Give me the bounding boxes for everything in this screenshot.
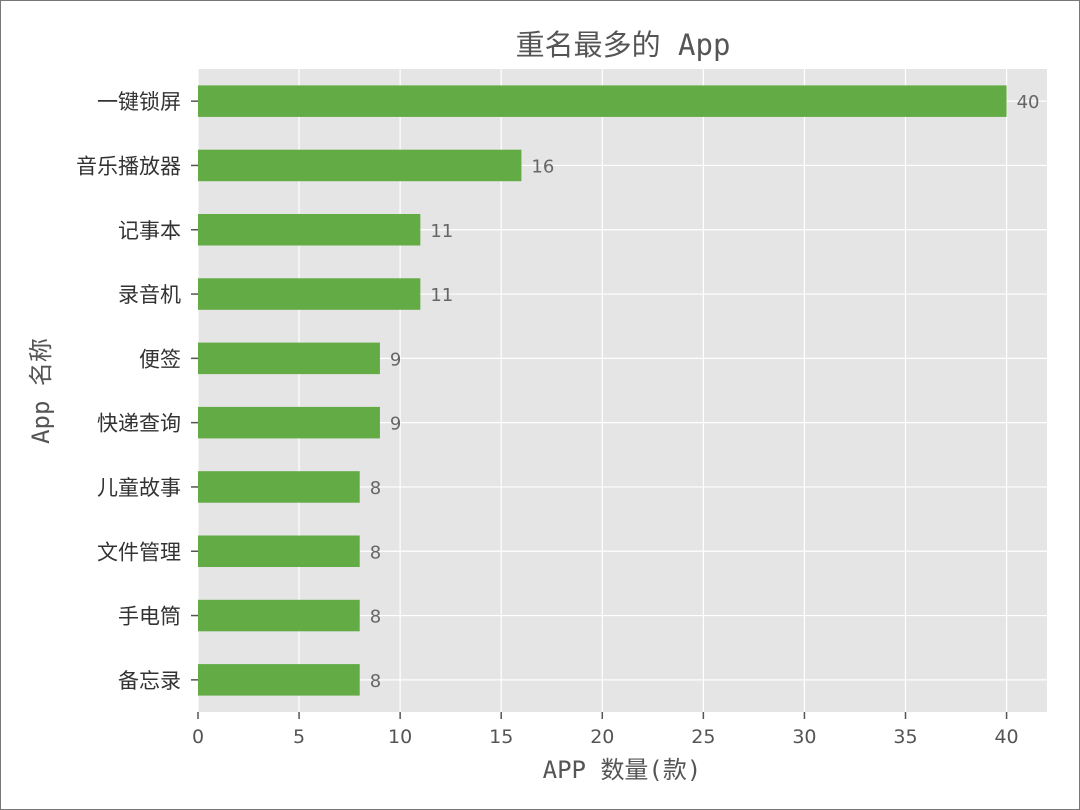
x-tick-label: 20	[590, 726, 614, 748]
x-tick-label: 35	[893, 726, 917, 748]
bar-value-label: 9	[390, 414, 401, 435]
bar	[198, 85, 1007, 117]
x-axis-ticks: 0 5 10 15 20 25 30 35 40	[192, 712, 1019, 748]
bar-value-label: 16	[531, 156, 554, 177]
bar-value-label: 40	[1017, 92, 1040, 113]
y-tick-label: 记事本	[118, 219, 181, 243]
x-tick-label: 25	[691, 726, 715, 748]
bars	[198, 85, 1007, 696]
y-tick-label: 快递查询	[97, 412, 181, 436]
bar	[198, 471, 360, 503]
y-tick-label: 便签	[139, 347, 181, 371]
data-labels: 40 16 11 11 9 9 8 8 8 8	[370, 92, 1040, 692]
y-tick-label: 一键锁屏	[97, 90, 181, 114]
x-tick-label: 5	[293, 726, 305, 748]
bar	[198, 149, 522, 182]
bar	[198, 213, 421, 246]
bar	[198, 664, 360, 696]
bar-value-label: 11	[430, 221, 453, 242]
x-tick-label: 0	[192, 726, 204, 748]
bar-value-label: 8	[370, 478, 381, 499]
chart-title: 重名最多的 App	[516, 28, 731, 62]
y-tick-label: 手电筒	[118, 605, 181, 629]
bar	[198, 406, 380, 439]
y-tick-label: 备忘录	[118, 669, 181, 693]
y-tick-label: 录音机	[118, 283, 181, 307]
bar-value-label: 8	[370, 542, 381, 563]
bar-value-label: 11	[430, 285, 453, 306]
bar	[198, 599, 360, 632]
bar	[198, 278, 421, 310]
x-axis-label: APP 数量(款)	[543, 756, 702, 784]
x-tick-label: 15	[489, 726, 513, 748]
bar-value-label: 8	[370, 671, 381, 692]
y-tick-label: 文件管理	[97, 540, 181, 564]
y-tick-label: 音乐播放器	[76, 154, 181, 178]
x-tick-label: 10	[388, 726, 412, 748]
x-tick-label: 30	[792, 726, 816, 748]
bar-value-label: 9	[390, 349, 401, 370]
bar-value-label: 8	[370, 607, 381, 628]
y-tick-label: 儿童故事	[97, 476, 181, 500]
y-axis-label: App 名称	[27, 338, 55, 444]
bar	[198, 535, 360, 568]
x-tick-label: 40	[994, 726, 1018, 748]
bar	[198, 342, 380, 375]
